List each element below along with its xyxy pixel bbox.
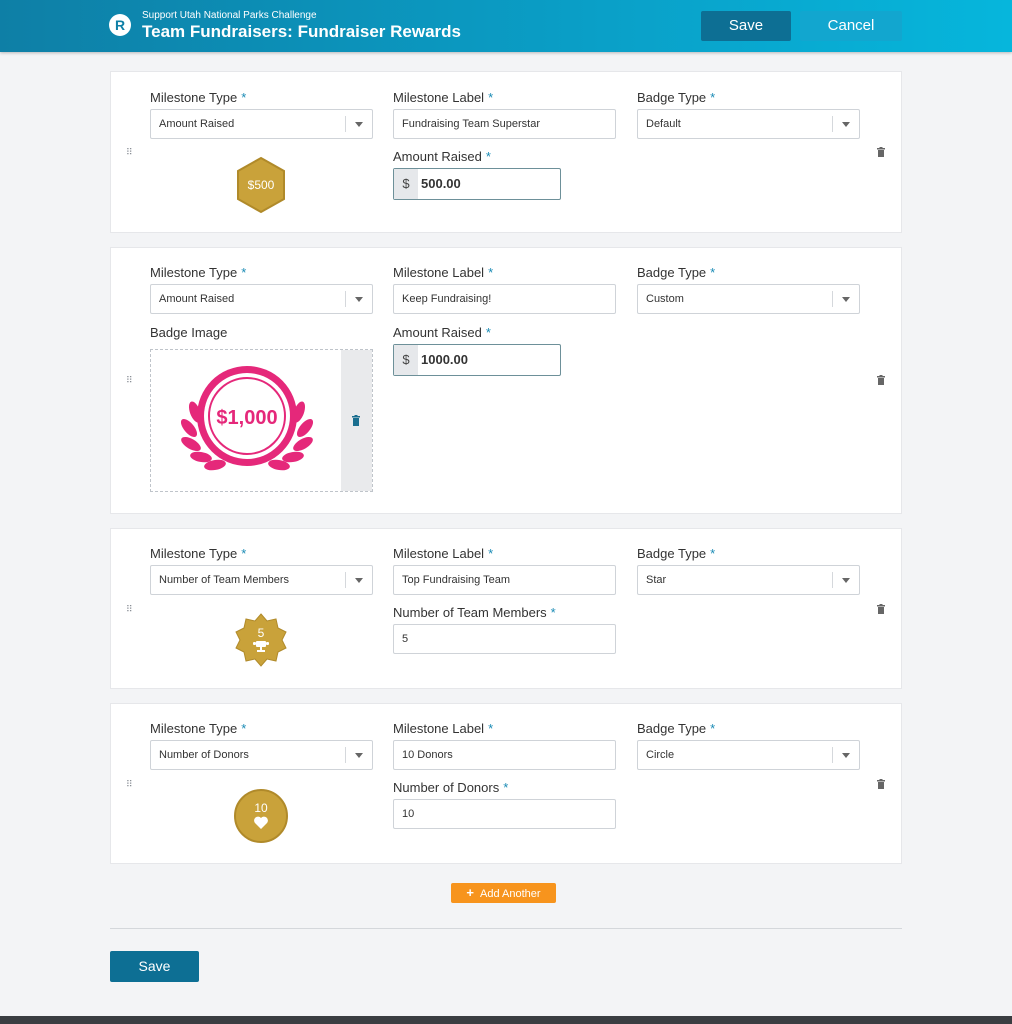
milestone-label-input[interactable]: Fundraising Team Superstar <box>393 109 616 139</box>
badge-type-select[interactable]: Custom <box>637 284 860 314</box>
badge-image-label: Badge Image <box>150 325 228 340</box>
trophy-icon <box>253 641 269 652</box>
app-logo: R <box>109 14 131 36</box>
milestone-label-label: Milestone Label * <box>393 265 494 280</box>
drag-handle-icon[interactable]: ⠿ <box>126 375 133 385</box>
badge-type-select[interactable]: Star <box>637 565 860 595</box>
team-members-input[interactable]: 5 <box>393 624 616 654</box>
trash-icon[interactable] <box>876 375 886 385</box>
currency-prefix: $ <box>394 169 418 199</box>
trash-icon[interactable] <box>351 415 361 426</box>
milestone-type-select[interactable]: Number of Team Members <box>150 565 373 595</box>
badge-type-select[interactable]: Circle <box>637 740 860 770</box>
badge-amount-text: $1,000 <box>216 407 277 429</box>
trash-icon[interactable] <box>876 604 886 614</box>
milestone-label-label: Milestone Label * <box>393 721 494 736</box>
badge-count-text: 5 <box>258 626 265 640</box>
drag-handle-icon[interactable]: ⠿ <box>126 147 133 157</box>
amount-raised-input[interactable]: $ 1000.00 <box>393 344 561 376</box>
chevron-down-icon <box>842 297 850 302</box>
currency-prefix: $ <box>394 345 418 375</box>
milestone-label-input[interactable]: Top Fundraising Team <box>393 565 616 595</box>
amount-raised-label: Amount Raised * <box>393 325 491 340</box>
amount-raised-label: Amount Raised * <box>393 149 491 164</box>
drag-handle-icon[interactable]: ⠿ <box>126 779 133 789</box>
plus-icon: + <box>466 885 475 900</box>
milestone-label-input[interactable]: 10 Donors <box>393 740 616 770</box>
trash-icon[interactable] <box>876 779 886 789</box>
donors-label: Number of Donors * <box>393 780 509 795</box>
header-subtitle: Support Utah National Parks Challenge <box>142 10 317 21</box>
page-footer <box>0 1016 1012 1024</box>
page-title: Team Fundraisers: Fundraiser Rewards <box>142 22 462 41</box>
chevron-down-icon <box>355 578 363 583</box>
chevron-down-icon <box>355 122 363 127</box>
trash-icon[interactable] <box>876 147 886 157</box>
save-button[interactable]: Save <box>110 951 199 982</box>
badge-image-upload[interactable]: $1,000 <box>150 349 373 492</box>
chevron-down-icon <box>355 297 363 302</box>
team-members-label: Number of Team Members * <box>393 605 556 620</box>
badge-amount-text: $500 <box>248 178 275 192</box>
amount-raised-input[interactable]: $ 500.00 <box>393 168 561 200</box>
divider <box>110 928 902 929</box>
milestone-type-label: Milestone Type * <box>150 546 247 561</box>
milestone-label-label: Milestone Label * <box>393 546 494 561</box>
milestone-type-select[interactable]: Amount Raised <box>150 109 373 139</box>
heart-icon <box>254 816 268 829</box>
chevron-down-icon <box>842 753 850 758</box>
drag-handle-icon[interactable]: ⠿ <box>126 604 133 614</box>
badge-type-label: Badge Type * <box>637 265 716 280</box>
app-header: R Support Utah National Parks Challenge … <box>0 0 1012 52</box>
donors-input[interactable]: 10 <box>393 799 616 829</box>
badge-type-label: Badge Type * <box>637 90 716 105</box>
milestone-label-input[interactable]: Keep Fundraising! <box>393 284 616 314</box>
milestone-type-select[interactable]: Amount Raised <box>150 284 373 314</box>
milestone-type-label: Milestone Type * <box>150 90 247 105</box>
milestone-type-label: Milestone Type * <box>150 265 247 280</box>
milestone-card: ⠿ Milestone Type * Milestone Label * Badge… <box>110 703 902 864</box>
chevron-down-icon <box>842 122 850 127</box>
badge-type-label: Badge Type * <box>637 546 716 561</box>
chevron-down-icon <box>355 753 363 758</box>
milestone-card: ⠿ Milestone Type * Milestone Label * Badge… <box>110 71 902 233</box>
badge-type-select[interactable]: Default <box>637 109 860 139</box>
badge-count-text: 10 <box>254 801 268 815</box>
header-cancel-button[interactable]: Cancel <box>800 11 902 41</box>
add-another-button[interactable]: + Add Another <box>451 883 556 903</box>
milestone-label-label: Milestone Label * <box>393 90 494 105</box>
header-save-button[interactable]: Save <box>701 11 791 41</box>
chevron-down-icon <box>842 578 850 583</box>
milestone-type-label: Milestone Type * <box>150 721 247 736</box>
milestone-type-select[interactable]: Number of Donors <box>150 740 373 770</box>
custom-laurel-badge-image: $1,000 <box>180 366 314 471</box>
milestone-card: ⠿ Milestone Type * Milestone Label * Badge… <box>110 528 902 689</box>
star-badge-icon: 5 <box>235 613 287 667</box>
milestone-card: ⠿ Milestone Type * Milestone Label * Badge… <box>110 247 902 514</box>
circle-badge-icon: 10 <box>234 789 288 843</box>
hexagon-badge-icon: $500 <box>237 156 285 214</box>
image-actions-panel <box>341 350 372 491</box>
badge-type-label: Badge Type * <box>637 721 716 736</box>
